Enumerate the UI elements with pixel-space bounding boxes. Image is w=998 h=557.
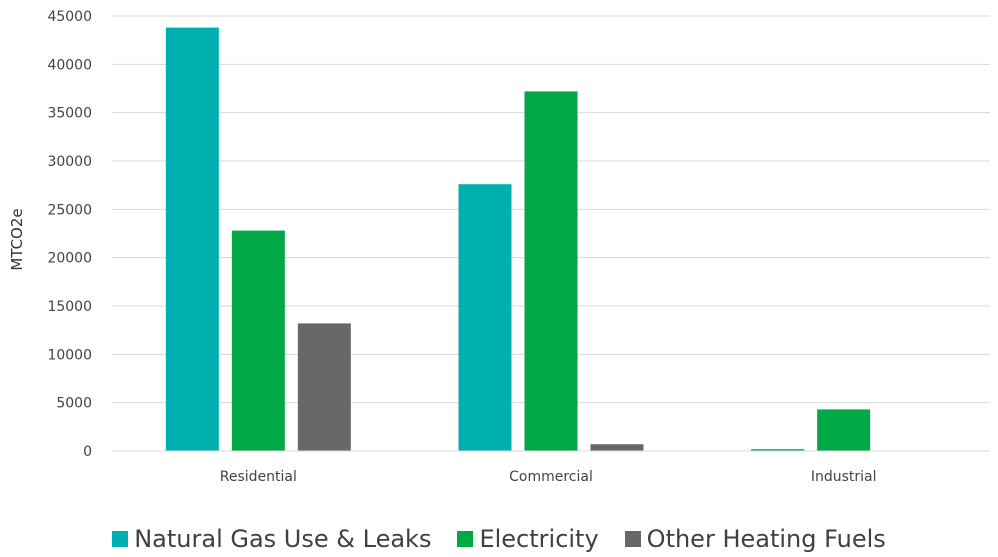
y-tick-label: 25000 xyxy=(47,202,92,218)
x-axis-category-labels: Residential Commercial Industrial xyxy=(220,469,877,485)
y-tick-label: 10000 xyxy=(47,347,92,363)
legend-label-natural-gas: Natural Gas Use & Leaks xyxy=(134,525,432,553)
legend-swatch-natural-gas xyxy=(112,531,129,547)
bar-commercial-1 xyxy=(524,91,578,452)
legend: Natural Gas Use & Leaks Electricity Othe… xyxy=(0,521,998,557)
x-category-label: Industrial xyxy=(811,469,877,485)
bar-commercial-2 xyxy=(590,444,644,451)
bar-commercial-0 xyxy=(458,184,512,451)
x-category-label: Commercial xyxy=(509,469,593,485)
y-tick-label: 0 xyxy=(83,444,92,460)
bar-industrial-1 xyxy=(817,409,871,451)
chart-plot: 0 5000 10000 15000 20000 25000 30000 35000 40000… xyxy=(8,9,990,485)
legend-label-electricity: Electricity xyxy=(479,525,599,553)
legend-item-natural-gas: Natural Gas Use & Leaks xyxy=(112,525,431,553)
bar-residential-2 xyxy=(297,323,351,451)
legend-swatch-other-heating-fuels xyxy=(624,531,641,547)
legend-swatch-electricity xyxy=(457,531,474,547)
bar-industrial-0 xyxy=(751,449,805,451)
legend-item-electricity: Electricity xyxy=(457,525,599,553)
y-tick-label: 30000 xyxy=(47,154,92,170)
y-tick-label: 15000 xyxy=(47,299,92,315)
y-tick-label: 5000 xyxy=(56,396,92,412)
y-tick-label: 45000 xyxy=(47,9,92,25)
y-axis-title: MTCO2e xyxy=(8,208,26,270)
legend-item-other-heating-fuels: Other Heating Fuels xyxy=(624,525,886,553)
y-axis-tick-labels: 0 5000 10000 15000 20000 25000 30000 35000 40000… xyxy=(47,9,92,460)
legend-label-other-heating-fuels: Other Heating Fuels xyxy=(646,525,886,553)
y-tick-label: 20000 xyxy=(47,251,92,267)
bars xyxy=(165,27,871,452)
bar-residential-0 xyxy=(165,27,219,451)
y-tick-label: 40000 xyxy=(47,57,92,73)
y-tick-label: 35000 xyxy=(47,106,92,122)
x-category-label: Residential xyxy=(220,469,297,485)
bar-residential-1 xyxy=(231,230,285,451)
